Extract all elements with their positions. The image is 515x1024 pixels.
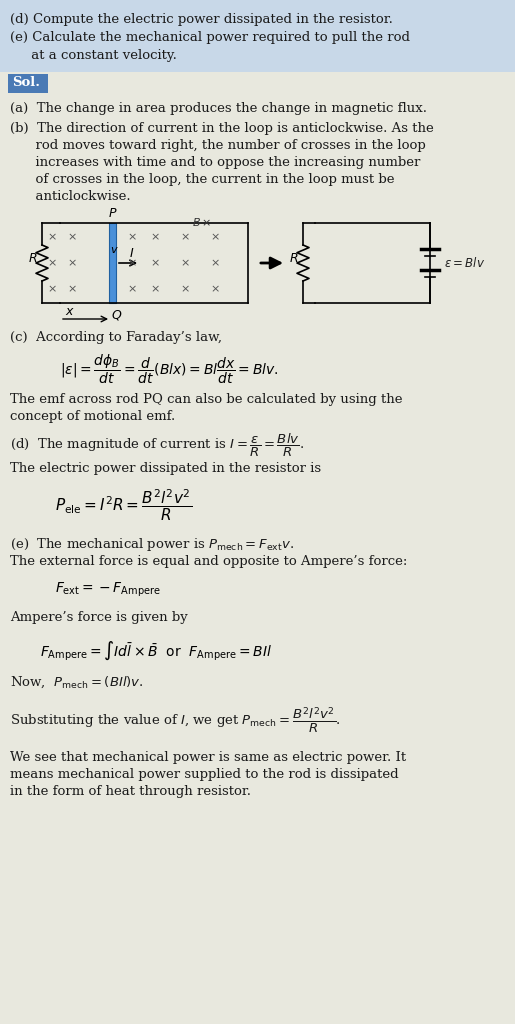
Bar: [8, 74, 48, 93]
Text: (d) Compute the electric power dissipated in the resistor.: (d) Compute the electric power dissipate…: [10, 13, 393, 26]
Text: ×: ×: [210, 232, 220, 242]
Text: ×: ×: [47, 232, 57, 242]
Text: ×: ×: [127, 232, 136, 242]
Text: at a constant velocity.: at a constant velocity.: [10, 49, 177, 62]
Bar: [109, 223, 116, 303]
Text: ×: ×: [127, 284, 136, 294]
Text: The electric power dissipated in the resistor is: The electric power dissipated in the res…: [10, 462, 321, 475]
Text: of crosses in the loop, the current in the loop must be: of crosses in the loop, the current in t…: [10, 173, 394, 186]
Text: ×: ×: [47, 258, 57, 268]
Text: means mechanical power supplied to the rod is dissipated: means mechanical power supplied to the r…: [10, 768, 399, 781]
Text: ×: ×: [210, 284, 220, 294]
Text: v: v: [110, 245, 116, 255]
Text: ×: ×: [150, 232, 160, 242]
Text: ×: ×: [67, 232, 77, 242]
Text: ×: ×: [67, 284, 77, 294]
Text: Q: Q: [111, 309, 121, 322]
Text: (d)  The magnitude of current is $I = \dfrac{\varepsilon}{R} = \dfrac{Blv}{R}$.: (d) The magnitude of current is $I = \df…: [10, 432, 304, 459]
Text: $F_{\rm Ampere} = \int Id\bar{l} \times \bar{B}$  or  $F_{\rm Ampere} = BIl$: $F_{\rm Ampere} = \int Id\bar{l} \times …: [40, 639, 272, 662]
Text: ×: ×: [150, 284, 160, 294]
Text: rod moves toward right, the number of crosses in the loop: rod moves toward right, the number of cr…: [10, 139, 426, 152]
Text: ×: ×: [127, 258, 136, 268]
Text: Now,  $P_{\rm mech} = (BIl)v$.: Now, $P_{\rm mech} = (BIl)v$.: [10, 675, 144, 690]
Text: Ampere’s force is given by: Ampere’s force is given by: [10, 611, 188, 624]
Text: ×: ×: [210, 258, 220, 268]
Text: $\varepsilon = Blv$: $\varepsilon = Blv$: [444, 256, 485, 270]
Text: We see that mechanical power is same as electric power. It: We see that mechanical power is same as …: [10, 751, 406, 764]
Text: ×: ×: [47, 284, 57, 294]
Text: The external force is equal and opposite to Ampere’s force:: The external force is equal and opposite…: [10, 555, 407, 568]
Text: ×: ×: [180, 232, 190, 242]
Text: I: I: [130, 247, 134, 260]
Text: Sol.: Sol.: [12, 76, 40, 89]
Text: The emf across rod PQ can also be calculated by using the: The emf across rod PQ can also be calcul…: [10, 393, 403, 406]
Text: R: R: [290, 253, 299, 265]
Text: x: x: [65, 305, 73, 318]
Text: (b)  The direction of current in the loop is anticlockwise. As the: (b) The direction of current in the loop…: [10, 122, 434, 135]
Text: ×: ×: [67, 258, 77, 268]
Text: $P_{\rm ele} = I^2R = \dfrac{B^2l^2v^2}{R}$: $P_{\rm ele} = I^2R = \dfrac{B^2l^2v^2}{…: [55, 488, 192, 523]
Text: increases with time and to oppose the increasing number: increases with time and to oppose the in…: [10, 156, 420, 169]
Text: anticlockwise.: anticlockwise.: [10, 190, 131, 203]
Text: Substituting the value of $I$, we get $P_{\rm mech} = \dfrac{B^2l^2v^2}{R}$.: Substituting the value of $I$, we get $P…: [10, 705, 340, 735]
Text: $|\varepsilon| = \dfrac{d\phi_B}{dt} = \dfrac{d}{dt}(Blx) = Bl\dfrac{dx}{dt} = B: $|\varepsilon| = \dfrac{d\phi_B}{dt} = \…: [60, 353, 279, 386]
Text: $F_{\rm ext} = -F_{\rm Ampere}$: $F_{\rm ext} = -F_{\rm Ampere}$: [55, 581, 161, 599]
Text: ×: ×: [180, 258, 190, 268]
Text: concept of motional emf.: concept of motional emf.: [10, 410, 175, 423]
Text: (a)  The change in area produces the change in magnetic flux.: (a) The change in area produces the chan…: [10, 102, 427, 115]
Bar: [0, 0, 515, 72]
Text: P: P: [108, 207, 116, 220]
Text: (c)  According to Faraday’s law,: (c) According to Faraday’s law,: [10, 331, 222, 344]
Text: in the form of heat through resistor.: in the form of heat through resistor.: [10, 785, 251, 798]
Text: (e) Calculate the mechanical power required to pull the rod: (e) Calculate the mechanical power requi…: [10, 31, 410, 44]
Text: R: R: [29, 253, 38, 265]
Text: (e)  The mechanical power is $P_{\rm mech} = F_{\rm ext}v$.: (e) The mechanical power is $P_{\rm mech…: [10, 536, 294, 553]
Text: ×: ×: [150, 258, 160, 268]
Text: ×: ×: [180, 284, 190, 294]
Text: $B\times$: $B\times$: [192, 216, 212, 228]
